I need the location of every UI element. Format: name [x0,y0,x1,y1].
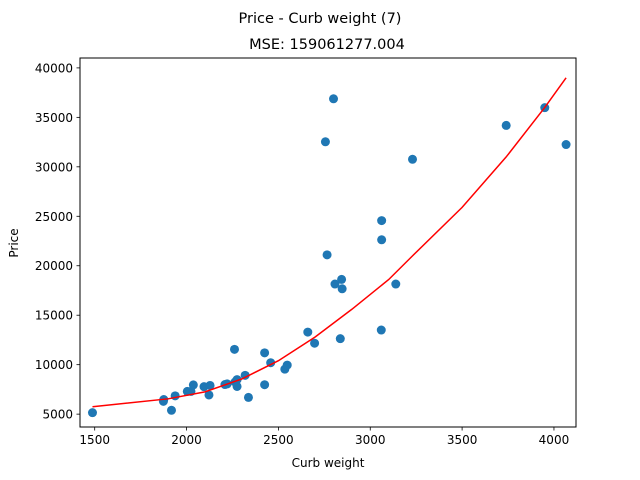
x-tick-label: 4000 [539,433,570,447]
y-tick-label: 40000 [35,61,73,75]
data-point [204,390,214,400]
data-point [329,94,339,104]
fit-line [92,77,567,408]
x-tick-label: 3000 [355,433,386,447]
data-point [170,391,180,401]
y-tick-label: 20000 [35,259,73,273]
y-axis-label: Price [7,228,21,257]
y-tick-label: 25000 [35,210,73,224]
data-point [87,408,97,418]
plot-frame [79,57,577,428]
x-tick-label: 2500 [263,433,294,447]
data-point [337,284,347,294]
data-point [408,154,418,164]
x-tick-label: 3500 [447,433,478,447]
data-point [205,380,215,390]
axis-ticks: 1500 2000 2500 3000 3500 4000 5000 10000 15000 20… [35,61,569,447]
data-point [320,137,330,147]
data-point [188,380,198,390]
data-point [377,235,387,245]
data-point [335,334,345,344]
x-axis-label: Curb weight [292,456,365,470]
data-point [282,360,292,370]
chart-title: Price - Curb weight (7) [239,11,402,27]
y-tick-label: 15000 [35,309,73,323]
data-point [310,338,320,348]
y-tick-label: 5000 [42,408,73,422]
data-point [303,327,313,337]
y-tick-label: 35000 [35,111,73,125]
chart-subtitle: MSE: 159061277.004 [249,37,405,53]
data-point [330,279,340,289]
data-point [260,348,270,358]
data-point [232,381,242,391]
data-point [391,279,401,289]
data-point [337,274,347,284]
data-point [243,392,253,402]
y-tick-label: 30000 [35,160,73,174]
data-point [501,120,511,130]
x-tick-label: 2000 [171,433,202,447]
x-tick-label: 1500 [79,433,110,447]
data-point [376,325,386,335]
plot-marks [87,77,571,418]
data-point [561,140,571,150]
data-point [322,250,332,260]
data-point [166,405,176,415]
y-tick-label: 10000 [35,358,73,372]
data-point [229,344,239,354]
data-point [260,380,270,390]
data-point [377,216,387,226]
